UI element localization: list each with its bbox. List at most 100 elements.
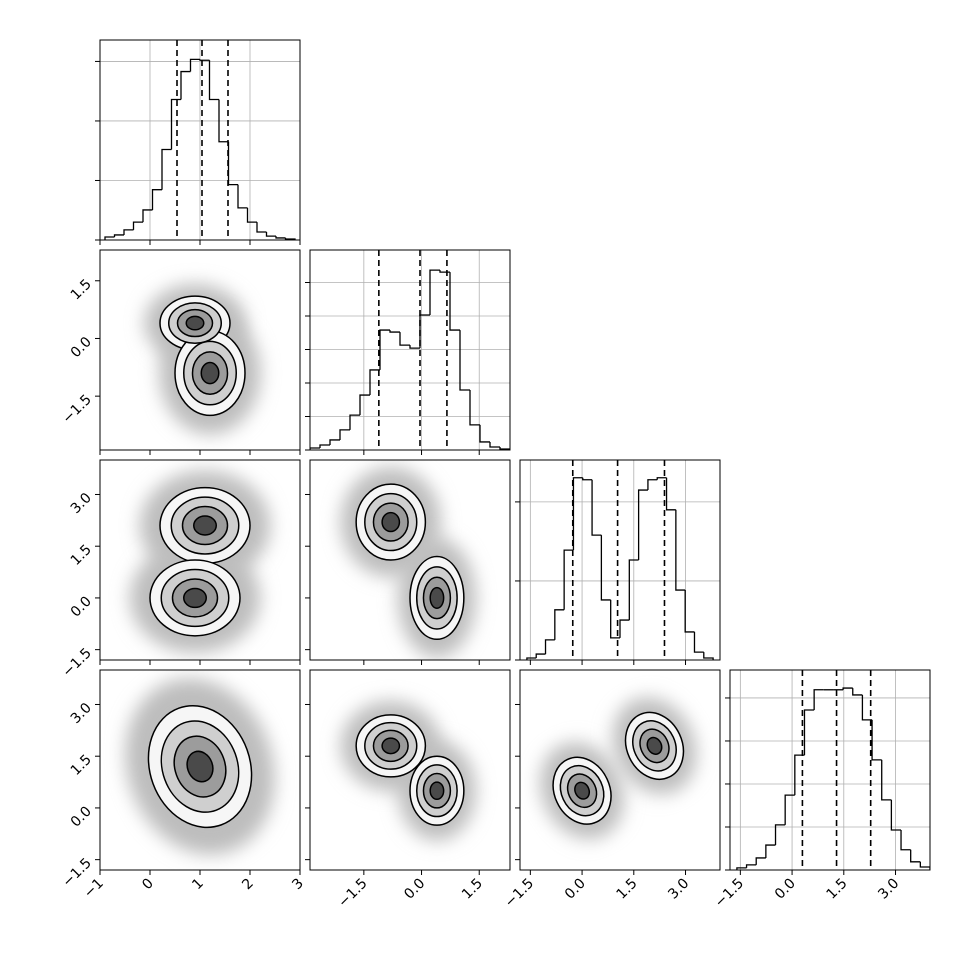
- panel: −1.5 0.0 1.5 3.0: [59, 459, 301, 681]
- histogram-bin: [665, 477, 676, 511]
- x-tick-label: −1.5: [712, 876, 747, 911]
- histogram-bin: [794, 754, 805, 796]
- histogram-bin: [544, 639, 555, 655]
- histogram-bin: [745, 864, 757, 868]
- histogram-bin: [329, 439, 340, 445]
- histogram-bin: [399, 332, 410, 346]
- histogram-bin: [619, 619, 630, 638]
- x-tick-label: 1.5: [614, 876, 641, 903]
- y-tick-label: 1.5: [68, 542, 95, 569]
- panel-frame: [729, 669, 931, 871]
- contour: [200, 361, 220, 385]
- contour: [381, 511, 401, 533]
- histogram-bin: [170, 98, 181, 150]
- histogram-bin: [123, 229, 134, 235]
- histogram-bin: [151, 189, 162, 210]
- histogram-bin: [684, 590, 695, 633]
- histogram-bin: [693, 631, 704, 653]
- x-tick-label: 3.0: [875, 876, 902, 903]
- histogram-bin: [703, 652, 714, 660]
- histogram-bin: [554, 609, 565, 640]
- histogram-bin: [628, 559, 639, 621]
- plot-area: [100, 40, 300, 240]
- histogram-bin: [349, 414, 360, 430]
- histogram-bin: [256, 222, 267, 233]
- histogram-bin: [563, 549, 574, 610]
- panel: −1.5 0.0 1.5 3.0: [712, 669, 931, 911]
- histogram-bin: [774, 824, 786, 846]
- histogram-bin: [132, 221, 143, 230]
- histogram-bin: [890, 799, 902, 831]
- x-tick-label: 0: [139, 876, 157, 894]
- histogram-bin: [180, 70, 191, 100]
- histogram-bin: [610, 599, 620, 639]
- histogram-bin: [104, 236, 115, 240]
- histogram-bin: [319, 444, 330, 448]
- histogram-bin: [842, 687, 853, 690]
- histogram-bin: [161, 148, 172, 190]
- histogram-bin: [675, 509, 686, 591]
- contour: [429, 781, 445, 801]
- histogram-bin: [459, 330, 470, 391]
- panel: −1.5 0.0 1.5: [59, 249, 301, 455]
- histogram-bin: [919, 861, 930, 870]
- plot-area: [730, 670, 930, 870]
- histogram-bin: [637, 489, 648, 560]
- histogram-bin: [813, 689, 824, 710]
- panel: −1.5 0.0 1.5 3.0: [502, 669, 721, 911]
- histogram-bin: [449, 272, 460, 331]
- contour: [186, 750, 214, 783]
- histogram-bin: [803, 709, 815, 756]
- panel-frame: [519, 669, 721, 871]
- histogram-bin: [379, 329, 390, 370]
- x-tick-label: −1.5: [335, 876, 370, 911]
- histogram-bin: [871, 719, 882, 761]
- histogram-bin: [656, 477, 667, 480]
- plot-area: [540, 697, 697, 840]
- histogram-bin: [910, 849, 921, 863]
- panel: −1 0 1 2 3−1.50.01.53.0: [59, 669, 307, 902]
- plot-area: [340, 467, 476, 658]
- x-tick-label: −1.5: [502, 876, 537, 911]
- histogram-bin: [113, 234, 124, 238]
- histogram-bin: [199, 59, 210, 61]
- histogram-bin: [572, 477, 583, 551]
- panel-frame: [519, 459, 721, 661]
- histogram-bin: [499, 446, 510, 450]
- x-tick-label: 0.0: [401, 876, 428, 903]
- panel-frame: [309, 459, 511, 661]
- histogram-bin: [582, 477, 593, 481]
- y-tick-label: −1.5: [59, 645, 94, 680]
- plot-area: [129, 470, 271, 653]
- histogram-bin: [535, 653, 546, 659]
- x-tick-label: −1: [81, 876, 107, 902]
- histogram-bin: [369, 369, 380, 396]
- histogram-bin: [142, 209, 153, 223]
- x-tick-label: 1.5: [459, 876, 486, 903]
- histogram-bin: [852, 688, 863, 696]
- histogram-bin: [526, 657, 537, 660]
- histogram-bin: [479, 424, 490, 443]
- histogram-bin: [409, 345, 420, 349]
- contour: [183, 587, 207, 609]
- histogram-bin: [429, 269, 440, 315]
- panel: [95, 39, 301, 245]
- histogram-bin: [900, 830, 911, 851]
- x-tick-label: 3: [289, 876, 307, 894]
- histogram-bin: [784, 794, 795, 825]
- histogram-bin: [227, 141, 238, 186]
- histogram-bin: [861, 694, 873, 721]
- histogram-bin: [600, 535, 611, 601]
- y-tick-label: 0.0: [68, 803, 95, 830]
- y-tick-label: 1.5: [68, 276, 95, 303]
- histogram-bin: [265, 231, 276, 237]
- panel: [305, 459, 511, 665]
- plot-area: [125, 678, 275, 855]
- histogram-bin: [218, 99, 229, 143]
- histogram-bin: [881, 759, 892, 801]
- histogram-bin: [310, 447, 320, 450]
- y-tick-label: 1.5: [68, 752, 95, 779]
- x-tick-label: 2: [239, 876, 257, 894]
- y-tick-label: −1.5: [59, 392, 94, 427]
